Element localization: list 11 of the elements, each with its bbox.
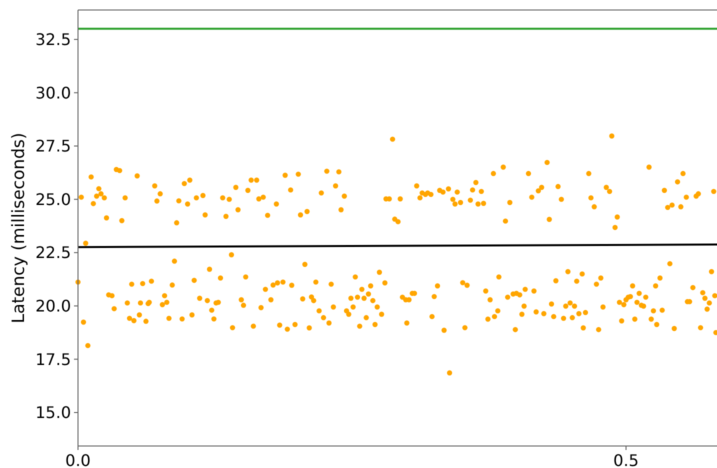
x-tick-label: 0.5: [613, 451, 639, 468]
y-tick-label: 25.0: [35, 190, 71, 209]
y-tick-label: 30.0: [35, 83, 71, 102]
y-axis-title: Latency (milliseconds): [9, 132, 29, 324]
y-tick-label: 22.5: [35, 243, 71, 262]
x-tick-label: 0.0: [65, 451, 91, 468]
y-tick-label: 20.0: [35, 296, 71, 316]
y-tick-label: 15.0: [35, 403, 71, 422]
y-tick-label: 27.5: [35, 136, 71, 156]
y-tick-label: 17.5: [35, 350, 71, 369]
y-tick-label: 32.5: [35, 30, 71, 50]
